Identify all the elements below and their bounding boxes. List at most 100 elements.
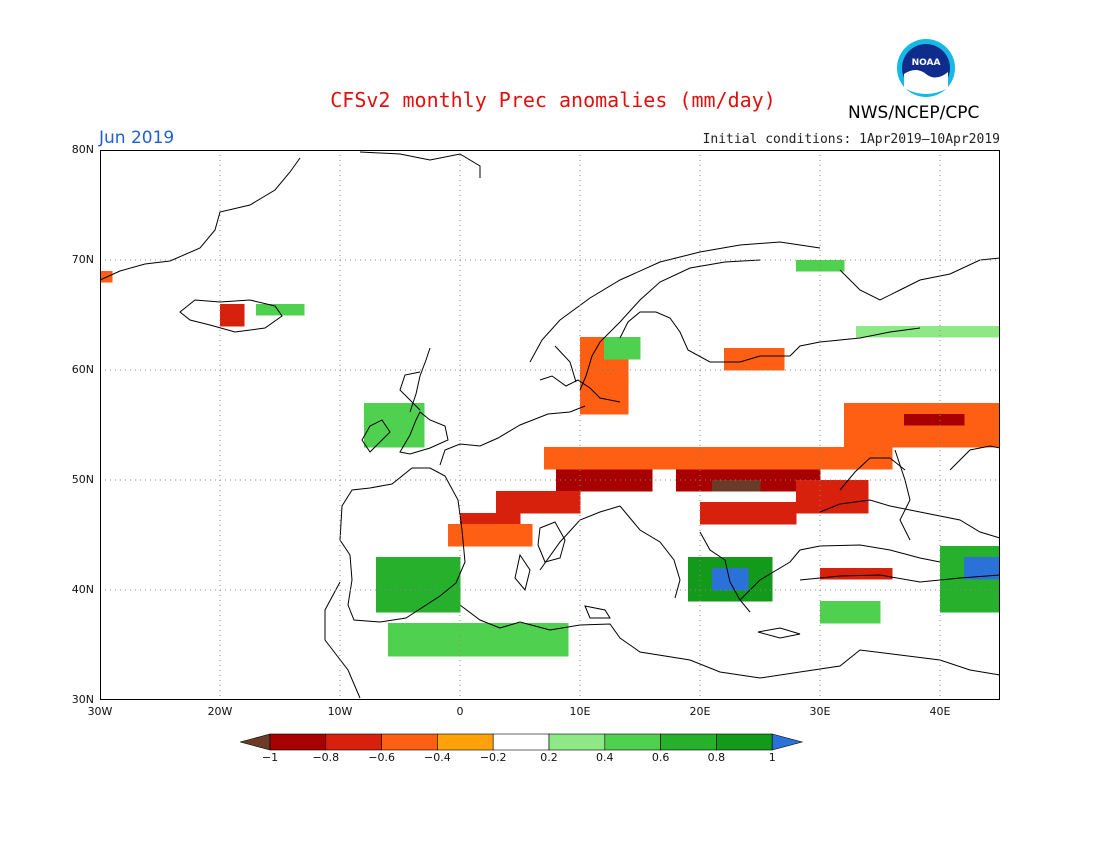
anomaly-cell	[748, 447, 761, 459]
anomaly-cell	[520, 645, 533, 657]
anomaly-cell	[796, 491, 809, 503]
graticule	[100, 150, 1000, 700]
latitude-label: 50N	[71, 473, 94, 486]
anomaly-cell	[736, 348, 749, 360]
anomaly-cell	[976, 546, 989, 558]
anomaly-cell	[724, 513, 737, 525]
color-legend-bar	[240, 733, 804, 751]
anomaly-cell	[628, 480, 641, 492]
anomaly-cell	[388, 634, 401, 646]
anomaly-cell	[820, 601, 833, 613]
anomaly-cell	[832, 491, 845, 503]
anomaly-cell	[796, 260, 809, 272]
anomaly-cell	[784, 469, 797, 481]
anomaly-cell	[580, 469, 593, 481]
anomaly-cell	[940, 326, 953, 338]
anomaly-cell	[700, 480, 713, 492]
anomaly-cell	[712, 502, 725, 514]
anomaly-cell	[772, 348, 785, 360]
anomaly-cell	[952, 326, 965, 338]
anomaly-cell	[772, 513, 785, 525]
anomaly-cell	[988, 601, 1000, 613]
anomaly-cell	[616, 359, 629, 371]
anomaly-cell	[616, 480, 629, 492]
forecast-month: Jun 2019	[99, 128, 175, 148]
anomaly-cell	[496, 491, 509, 503]
anomaly-cell	[880, 414, 893, 426]
anomaly-cell	[868, 414, 881, 426]
anomaly-cell	[988, 425, 1000, 437]
anomaly-cell	[472, 623, 485, 635]
anomaly-cell	[748, 557, 761, 569]
anomaly-cell	[808, 469, 821, 481]
legend-swatch	[381, 733, 438, 751]
anomaly-cell	[712, 458, 725, 470]
anomaly-cell	[616, 469, 629, 481]
anomaly-cell	[856, 612, 869, 624]
anomaly-cell	[772, 458, 785, 470]
anomaly-cell	[988, 403, 1000, 415]
anomaly-cell	[376, 601, 389, 613]
anomaly-cell	[496, 535, 509, 547]
anomaly-cell	[748, 469, 761, 481]
anomaly-cell	[856, 436, 869, 448]
anomaly-cell	[532, 491, 545, 503]
anomaly-cell	[868, 436, 881, 448]
anomaly-cell	[892, 436, 905, 448]
anomaly-cell	[748, 579, 761, 591]
anomaly-cell	[700, 447, 713, 459]
anomaly-cell	[964, 601, 977, 613]
anomaly-cell	[760, 480, 773, 492]
anomaly-cell	[748, 513, 761, 525]
anomaly-cell	[712, 513, 725, 525]
anomaly-cell	[736, 469, 749, 481]
anomaly-cell	[664, 447, 677, 459]
anomaly-cell	[760, 458, 773, 470]
anomaly-cell	[784, 447, 797, 459]
anomaly-cell	[820, 458, 833, 470]
legend-arrow-high	[771, 733, 804, 751]
anomaly-cell	[640, 447, 653, 459]
anomaly-cell	[400, 414, 413, 426]
anomaly-cell	[232, 315, 245, 327]
anomaly-cell	[988, 590, 1000, 602]
anomaly-cell	[964, 403, 977, 415]
anomaly-cell	[580, 447, 593, 459]
latitude-label: 60N	[71, 363, 94, 376]
anomaly-cell	[940, 579, 953, 591]
anomaly-cell	[388, 601, 401, 613]
anomaly-cell	[760, 590, 773, 602]
anomaly-cell	[748, 348, 761, 360]
anomaly-cell	[400, 590, 413, 602]
anomaly-cell	[844, 568, 857, 580]
anomaly-cell	[400, 568, 413, 580]
anomaly-cell	[676, 480, 689, 492]
legend-swatch	[604, 733, 661, 751]
anomaly-cell	[964, 568, 977, 580]
anomaly-cell	[928, 425, 941, 437]
anomaly-cell	[880, 403, 893, 415]
anomaly-cell	[736, 447, 749, 459]
anomaly-cell	[664, 458, 677, 470]
anomaly-cell	[268, 304, 281, 316]
anomaly-cell	[436, 645, 449, 657]
anomaly-cell	[424, 568, 437, 580]
anomaly-cell	[688, 447, 701, 459]
legend-label: 0.2	[540, 751, 558, 764]
anomaly-cell	[736, 557, 749, 569]
anomaly-cell	[868, 458, 881, 470]
anomaly-cell	[496, 645, 509, 657]
anomaly-cell	[364, 403, 377, 415]
anomaly-cell	[592, 381, 605, 393]
anomaly-cell	[856, 326, 869, 338]
anomaly-cell	[784, 513, 797, 525]
anomaly-cell	[520, 634, 533, 646]
anomaly-cell	[436, 601, 449, 613]
anomaly-cell	[388, 568, 401, 580]
anomaly-cell	[712, 480, 725, 492]
anomaly-cell	[448, 590, 461, 602]
anomaly-cell	[688, 557, 701, 569]
anomaly-cell	[700, 568, 713, 580]
anomaly-cell	[388, 436, 401, 448]
anomaly-cell	[760, 359, 773, 371]
